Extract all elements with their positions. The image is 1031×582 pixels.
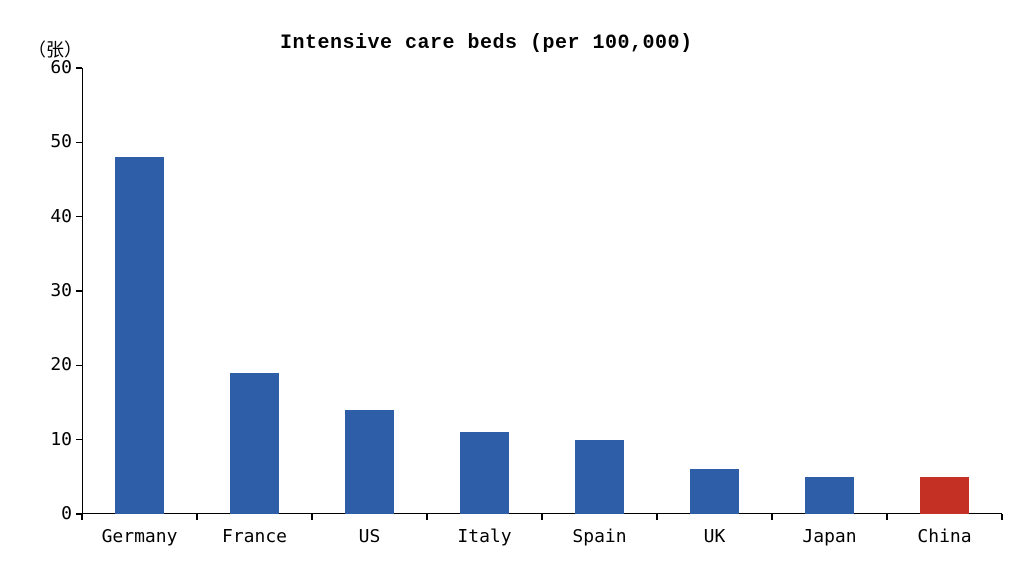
x-tick-mark xyxy=(541,514,543,520)
x-tick-label: Italy xyxy=(427,526,542,547)
y-tick-label: 50 xyxy=(22,131,72,152)
y-tick-mark xyxy=(76,365,82,367)
y-tick-mark xyxy=(76,142,82,144)
x-tick-mark xyxy=(81,514,83,520)
x-tick-label: Germany xyxy=(82,526,197,547)
x-tick-mark xyxy=(886,514,888,520)
x-tick-label: UK xyxy=(657,526,772,547)
x-tick-mark xyxy=(311,514,313,520)
x-tick-mark xyxy=(196,514,198,520)
chart-container: （张） Intensive care beds (per 100,000) 01… xyxy=(0,0,1031,582)
y-tick-label: 0 xyxy=(22,503,72,524)
x-tick-mark xyxy=(656,514,658,520)
x-tick-label: China xyxy=(887,526,1002,547)
x-tick-label: France xyxy=(197,526,312,547)
y-tick-label: 30 xyxy=(22,280,72,301)
y-tick-label: 60 xyxy=(22,57,72,78)
bar xyxy=(230,373,278,514)
x-tick-mark xyxy=(1001,514,1003,520)
bar xyxy=(920,477,968,514)
bar xyxy=(345,410,393,514)
x-tick-label: Spain xyxy=(542,526,657,547)
x-tick-label: Japan xyxy=(772,526,887,547)
y-tick-mark xyxy=(76,67,82,69)
y-tick-mark xyxy=(76,439,82,441)
y-tick-label: 40 xyxy=(22,206,72,227)
x-tick-mark xyxy=(426,514,428,520)
bar xyxy=(115,157,163,514)
y-tick-mark xyxy=(76,216,82,218)
bar xyxy=(690,469,738,514)
bar xyxy=(575,440,623,514)
y-tick-label: 20 xyxy=(22,354,72,375)
plot-area xyxy=(82,68,1002,514)
y-tick-mark xyxy=(76,290,82,292)
chart-title: Intensive care beds (per 100,000) xyxy=(280,32,693,55)
x-tick-mark xyxy=(771,514,773,520)
x-tick-label: US xyxy=(312,526,427,547)
y-tick-label: 10 xyxy=(22,429,72,450)
bar xyxy=(460,432,508,514)
bar xyxy=(805,477,853,514)
